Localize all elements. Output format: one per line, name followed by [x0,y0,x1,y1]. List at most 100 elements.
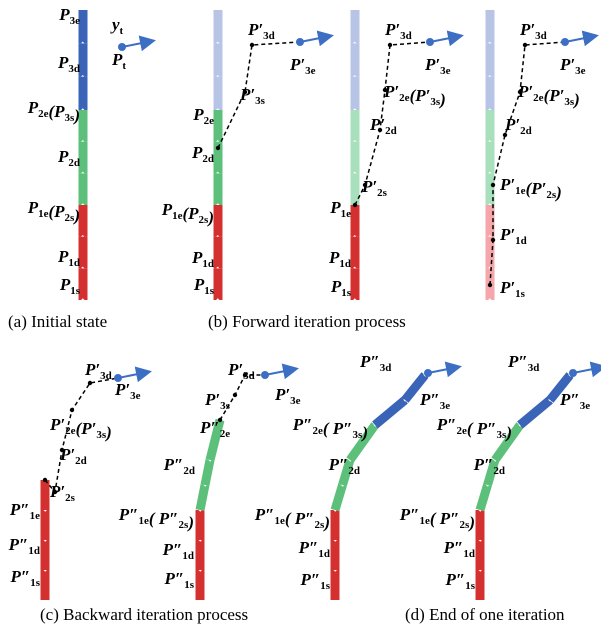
label-main: P″ [399,505,420,524]
link-segment [338,458,355,487]
point-label: P′3e [424,55,451,77]
joint [81,298,85,302]
label-main: P″ [419,390,440,409]
point-label: P1d [191,248,214,270]
label-main: P′ [239,85,255,104]
link-segment [401,372,429,403]
label-main: P′ [424,55,440,74]
point-label: P′2d [369,115,397,137]
target-arrow [429,30,464,47]
label-sub: 1e [515,185,526,197]
label-main: P [191,248,203,267]
label-sub: 1e [38,208,49,220]
point-label: P1d [57,247,80,269]
label-main: P′ [499,278,515,297]
label-main: P [27,98,39,117]
target-arrow [299,30,334,47]
label-sub: 2e [204,115,215,127]
joint-point [52,489,58,495]
label-main: ) [572,90,580,109]
point-label: P′3d [519,20,547,42]
joint-point [522,42,528,48]
label-sub: 1d [28,545,40,557]
point-label: P′2s [361,177,388,199]
label-sub: 3e [575,65,586,77]
label-sub: 2s [377,187,388,199]
label-main: P′ [517,82,533,101]
joint-point [87,380,93,386]
point-label: P″1d [298,538,330,560]
label-main: ( P″ [467,419,497,438]
label-main: ) [206,208,214,227]
label-main: P [57,147,69,166]
label-main: P [193,275,205,294]
target-point [114,374,122,382]
joint-point [242,372,248,378]
point-label: P1s [330,277,352,299]
label-sub: 3e [130,390,141,402]
label-main: P′ [59,445,75,464]
target-point [424,369,432,377]
label-sub: 2d [75,455,87,467]
label-sub: 2d [493,465,505,477]
dashed-line [489,41,566,286]
label-main: (P [49,102,66,121]
point-label: P″1d [443,538,475,560]
point-label: P″1s [444,570,475,592]
link-segment [491,422,524,463]
label-sub: 2s [65,212,76,224]
point-label: P″1s [163,569,194,591]
label-sub: 3d [243,370,255,382]
point-label: P2e [192,105,214,127]
joint-point [502,132,508,138]
dashed-line [44,377,119,494]
link-segment [205,418,225,462]
label-sub: 1s [320,580,331,592]
point-label: P2d [191,143,214,165]
label-main: P″ [473,455,494,474]
point-label: P″2e [199,418,230,440]
joint-point [249,42,255,48]
label-sub: 1s [465,580,476,592]
joint-point [242,89,248,95]
label-main: P [58,5,70,24]
label-sub: 2d [202,153,214,165]
joint-point [517,89,523,95]
point-label: P′3s [239,85,266,107]
label-sub: 3e [440,65,451,77]
label-main: ) [72,206,80,225]
label-sub: 1s [341,287,352,299]
label-main: P″ [163,569,184,588]
point-label: P″3d [359,352,391,374]
label-sub: 3s [65,112,76,124]
label-sub: 1d [182,550,194,562]
label-main: P″ [292,415,313,434]
joint-point [487,282,493,288]
label-sub: 1d [202,258,214,270]
point-label: P′3s [204,390,231,412]
point-label: P′3e [114,380,141,402]
target-arrow [264,363,299,380]
label-main: P [330,277,342,296]
label-sub: 2d [68,157,80,169]
point-label: P″2e( P″3s) [292,415,368,442]
label-sub: 2e [533,92,544,104]
target-arrow [564,30,599,47]
joint [353,298,357,302]
label-sub: 3s [430,96,441,108]
point-label: P1s [193,275,215,297]
label-sub: 3e [70,15,81,27]
label-main: P′ [361,177,377,196]
target-point [261,371,269,379]
label-main: P′ [227,360,243,379]
label-main: P″ [254,505,275,524]
label-main: P″ [507,352,528,371]
label-sub: 1d [318,548,330,560]
label-main: P″ [443,538,464,557]
joint-point [352,202,358,208]
dashed-line [217,41,301,149]
point-label: P′2d [504,115,532,137]
point-label: Pt [111,50,126,72]
target-arrow [427,361,462,378]
point-label: P′2s [49,482,76,504]
